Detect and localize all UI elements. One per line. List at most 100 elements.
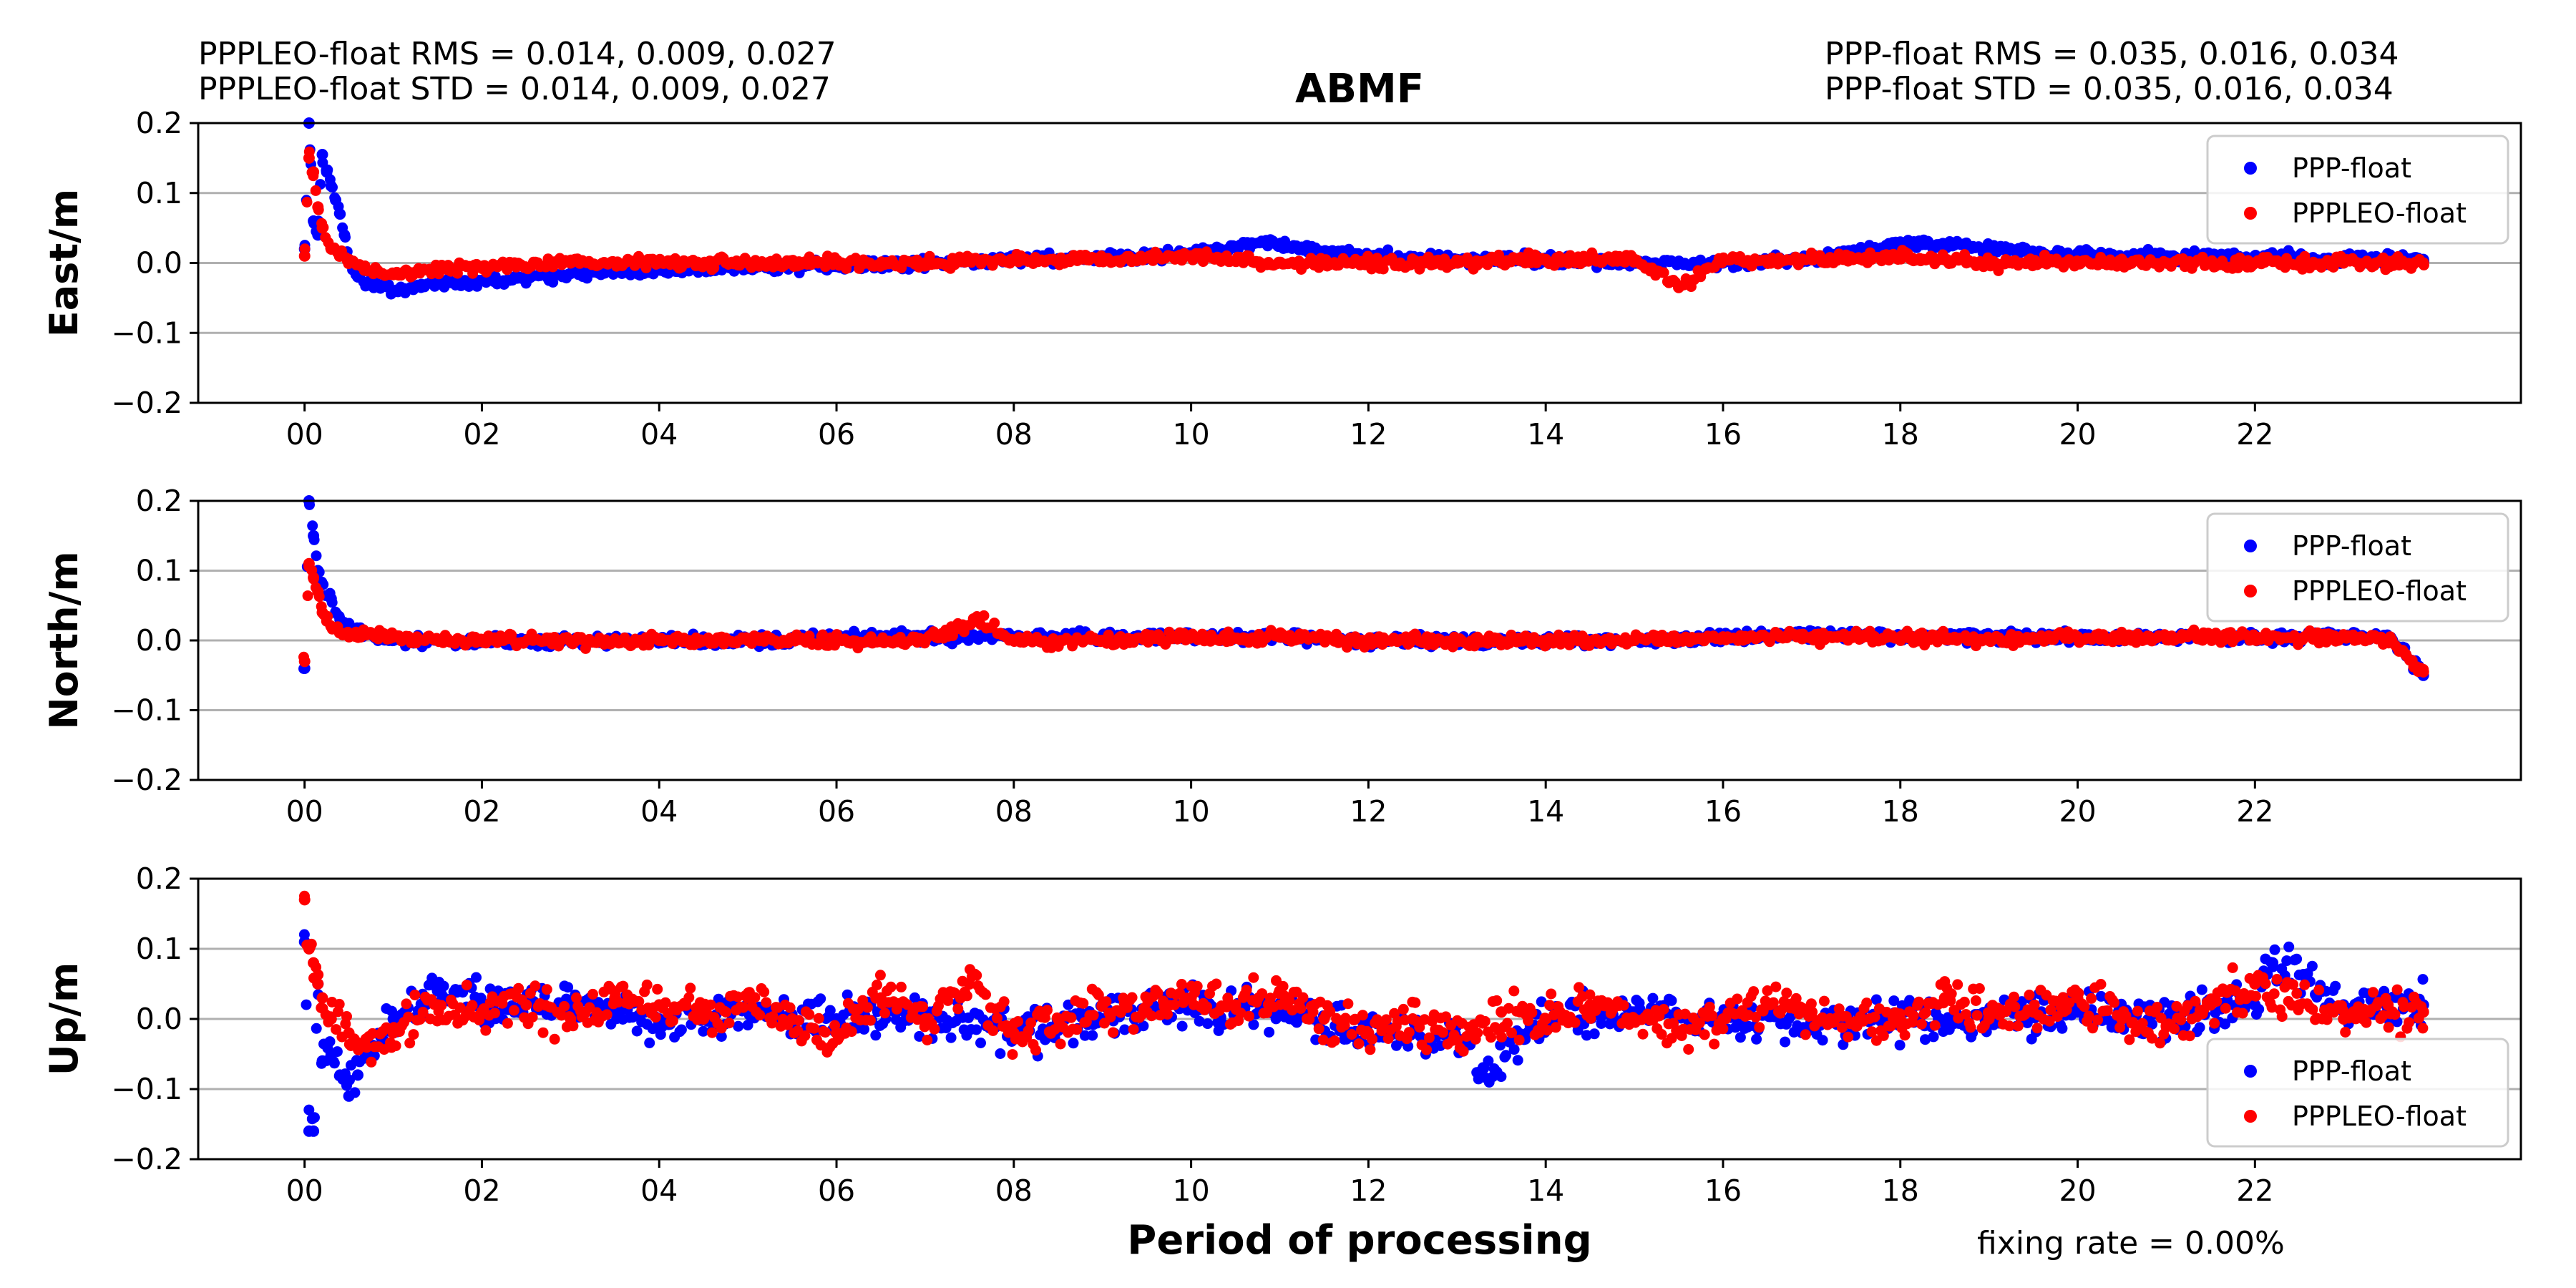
data-point bbox=[1256, 236, 1268, 248]
data-point bbox=[390, 1040, 401, 1052]
legend-label: PPP-float bbox=[2292, 152, 2411, 184]
data-point bbox=[650, 1012, 661, 1023]
data-point bbox=[641, 979, 653, 990]
y-tick-label: −0.1 bbox=[111, 316, 182, 350]
data-point bbox=[1508, 1044, 1520, 1055]
data-point bbox=[303, 557, 315, 570]
data-point bbox=[2072, 631, 2084, 643]
data-point bbox=[971, 1024, 982, 1035]
data-point bbox=[325, 243, 337, 255]
data-point bbox=[316, 222, 328, 234]
data-point bbox=[1185, 631, 1197, 643]
x-tick-label: 12 bbox=[1350, 417, 1387, 452]
stats-left-std: PPPLEO-float STD = 0.014, 0.009, 0.027 bbox=[198, 71, 831, 107]
data-point bbox=[325, 1048, 337, 1060]
data-point bbox=[2267, 957, 2279, 969]
data-point bbox=[401, 998, 412, 1010]
data-point bbox=[302, 590, 313, 602]
data-point bbox=[1008, 253, 1020, 265]
x-tick-label: 00 bbox=[286, 794, 323, 829]
data-point bbox=[2283, 941, 2295, 952]
data-point bbox=[640, 262, 652, 273]
data-point bbox=[2249, 631, 2261, 643]
x-tick-label: 04 bbox=[640, 417, 678, 452]
data-point bbox=[1096, 635, 1108, 646]
data-point bbox=[972, 613, 985, 625]
plot-area: −0.2−0.10.00.10.200 02 04 06 08 10 12 14 16 18 20 2… bbox=[42, 106, 2522, 1208]
legend-marker bbox=[2244, 585, 2257, 597]
data-point bbox=[343, 253, 355, 265]
data-point bbox=[409, 990, 421, 1000]
data-point bbox=[1805, 631, 1818, 643]
y-tick-label: 0.2 bbox=[136, 484, 182, 518]
stats-left-rms: PPPLEO-float RMS = 0.014, 0.009, 0.027 bbox=[198, 36, 836, 72]
data-point bbox=[1087, 1030, 1098, 1041]
data-point bbox=[2160, 257, 2172, 269]
data-point bbox=[742, 635, 754, 646]
data-point bbox=[2269, 944, 2280, 955]
data-point bbox=[1780, 1036, 1791, 1048]
y-tick-label: −0.2 bbox=[111, 763, 182, 797]
data-point bbox=[1658, 267, 1669, 278]
x-tick-label: 02 bbox=[463, 794, 500, 829]
data-point bbox=[2249, 257, 2261, 269]
series-ppp-float bbox=[298, 495, 2429, 681]
data-point bbox=[559, 1000, 570, 1012]
data-point bbox=[301, 999, 312, 1010]
data-point bbox=[471, 972, 482, 983]
data-point bbox=[1176, 1020, 1188, 1032]
data-point bbox=[301, 197, 313, 208]
data-point bbox=[601, 1009, 613, 1020]
panel-1: −0.2−0.10.00.10.200 02 04 06 08 10 12 14 16 18 20 2… bbox=[42, 106, 2522, 452]
data-point bbox=[1717, 253, 1729, 265]
data-point bbox=[1751, 1033, 1762, 1045]
data-point bbox=[683, 992, 695, 1003]
data-point bbox=[1894, 1040, 1906, 1051]
data-point bbox=[2417, 665, 2429, 678]
data-point bbox=[341, 1011, 352, 1022]
x-tick-label: 16 bbox=[1704, 794, 1742, 829]
legend-label: PPPLEO-float bbox=[2292, 197, 2467, 229]
data-point bbox=[758, 986, 770, 997]
x-tick-label: 22 bbox=[2236, 417, 2273, 452]
data-point bbox=[1264, 1027, 1275, 1038]
data-point bbox=[1391, 1040, 1402, 1051]
y-tick-label: 0.1 bbox=[136, 176, 182, 210]
chart-title: ABMF bbox=[1295, 66, 1424, 112]
y-tick-label: 0.2 bbox=[136, 106, 182, 140]
data-point bbox=[310, 185, 321, 196]
data-point bbox=[387, 631, 399, 643]
data-point bbox=[705, 999, 716, 1010]
y-tick-label: −0.2 bbox=[111, 386, 182, 420]
data-point bbox=[431, 264, 444, 276]
x-tick-label: 14 bbox=[1527, 794, 1564, 829]
data-point bbox=[334, 250, 346, 262]
series-pppleo-float bbox=[298, 146, 2429, 293]
data-point bbox=[1185, 250, 1197, 262]
data-point bbox=[1817, 1035, 1828, 1046]
legend-marker bbox=[2244, 207, 2257, 220]
data-point bbox=[476, 635, 488, 646]
data-point bbox=[308, 166, 320, 178]
data-point bbox=[2399, 648, 2411, 660]
data-point bbox=[334, 208, 346, 220]
data-point bbox=[721, 1007, 732, 1018]
data-point bbox=[343, 1090, 355, 1102]
data-point bbox=[476, 274, 488, 286]
data-point bbox=[1894, 236, 1906, 248]
data-point bbox=[1629, 635, 1641, 646]
data-point bbox=[1496, 1071, 1507, 1083]
data-point bbox=[330, 194, 341, 206]
data-point bbox=[298, 655, 311, 668]
data-point bbox=[343, 628, 355, 640]
data-point bbox=[784, 1002, 796, 1013]
data-point bbox=[1478, 1062, 1490, 1074]
x-tick-label: 12 bbox=[1350, 794, 1387, 829]
data-point bbox=[565, 635, 577, 646]
x-tick-label: 20 bbox=[2059, 417, 2096, 452]
legend-marker bbox=[2244, 540, 2257, 552]
data-point bbox=[859, 1023, 869, 1035]
data-point bbox=[325, 180, 337, 192]
panel-2: −0.2−0.10.00.10.200 02 04 06 08 10 12 14 16 18 20 2… bbox=[42, 484, 2522, 829]
data-point bbox=[2338, 631, 2350, 643]
